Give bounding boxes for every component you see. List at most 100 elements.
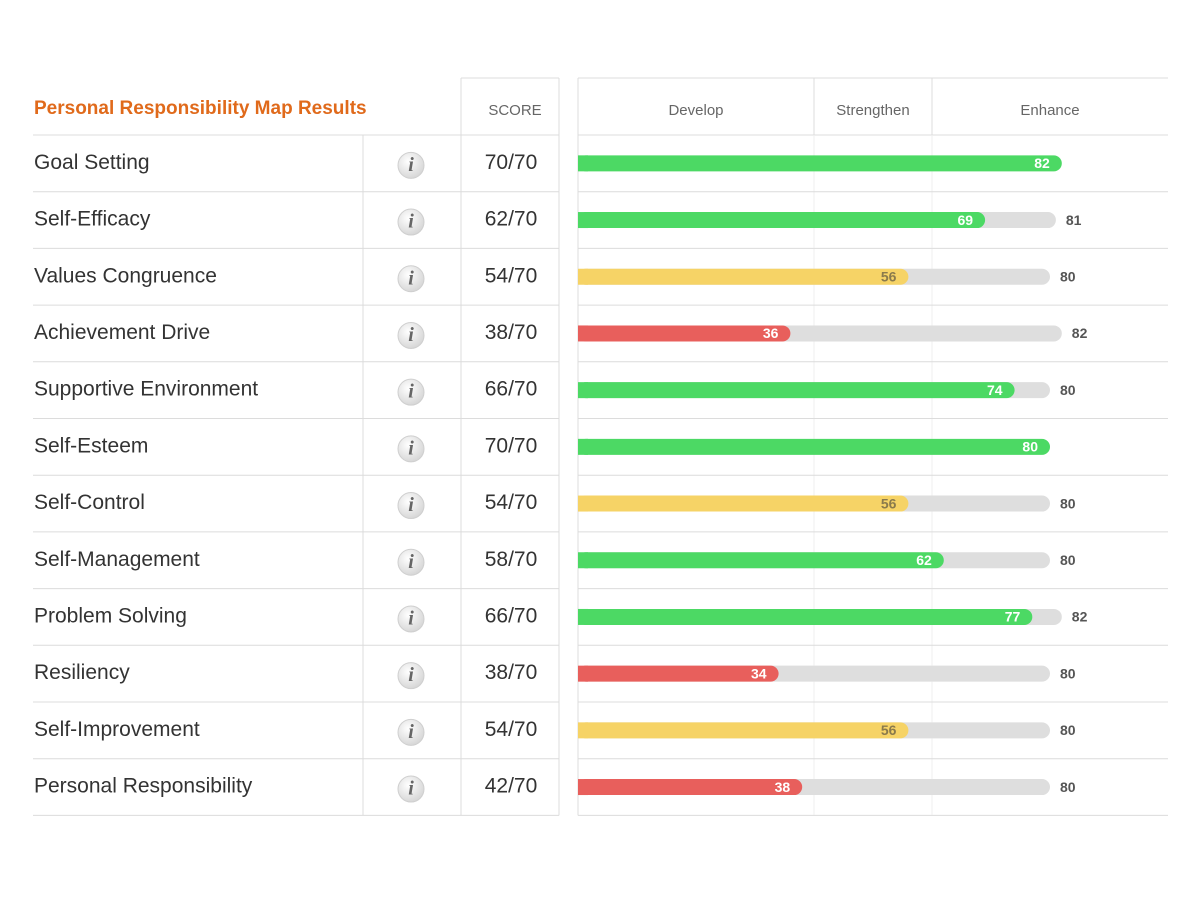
score: 54/70: [485, 491, 538, 514]
bar: [578, 212, 986, 229]
row-label: Supportive Environment: [34, 378, 258, 401]
score: 38/70: [485, 661, 538, 684]
row-label: Personal Responsibility: [34, 775, 253, 798]
score: 66/70: [485, 378, 538, 401]
row-label: Achievement Drive: [34, 321, 210, 344]
bar-left-square: [578, 155, 588, 172]
row-label: Self-Efficacy: [34, 208, 151, 231]
score: 70/70: [485, 434, 538, 457]
bar-left-square: [578, 268, 588, 285]
max-label: 81: [1066, 212, 1082, 228]
info-icon: i: [408, 721, 414, 743]
bar-left-square: [578, 665, 588, 682]
score: 54/70: [485, 718, 538, 741]
row-label: Goal Setting: [34, 151, 150, 174]
bar: [578, 382, 1015, 399]
info-button[interactable]: [397, 321, 425, 349]
info-button[interactable]: [397, 718, 425, 746]
bar: [578, 495, 909, 512]
info-icon: i: [408, 551, 414, 573]
value-label: 56: [881, 722, 897, 738]
max-label: 80: [1060, 552, 1076, 568]
value-label: 80: [1022, 439, 1038, 455]
info-icon: i: [408, 267, 414, 289]
max-label: 82: [1072, 609, 1088, 625]
info-icon: i: [408, 778, 414, 800]
bar: [578, 552, 944, 569]
value-label: 38: [775, 779, 791, 795]
info-button[interactable]: [397, 775, 425, 803]
row-label: Resiliency: [34, 661, 130, 684]
bar-left-square: [578, 779, 588, 796]
score-header: SCORE: [488, 102, 541, 119]
info-icon: i: [408, 437, 414, 459]
max-label: 80: [1060, 382, 1076, 398]
score: 70/70: [485, 151, 538, 174]
zone-label: Enhance: [1020, 102, 1079, 119]
bar-left-square: [578, 722, 588, 739]
score: 58/70: [485, 548, 538, 571]
row-label: Self-Improvement: [34, 718, 200, 741]
row-label: Self-Control: [34, 491, 145, 514]
info-icon: i: [408, 324, 414, 346]
row-label: Problem Solving: [34, 604, 187, 627]
bar: [578, 608, 1033, 625]
value-label: 69: [958, 212, 974, 228]
value-label: 77: [1005, 609, 1021, 625]
score: 62/70: [485, 208, 538, 231]
value-label: 74: [987, 382, 1003, 398]
zone-label: Develop: [668, 102, 723, 119]
bar-left-square: [578, 382, 588, 399]
max-label: 80: [1060, 665, 1076, 681]
bar-left-square: [578, 608, 588, 625]
value-label: 56: [881, 495, 897, 511]
bar-left-square: [578, 212, 588, 229]
info-button[interactable]: [397, 435, 425, 463]
info-button[interactable]: [397, 662, 425, 690]
score: 42/70: [485, 775, 538, 798]
info-icon: i: [408, 494, 414, 516]
bar: [578, 155, 1062, 172]
value-label: 82: [1034, 155, 1050, 171]
info-button[interactable]: [397, 548, 425, 576]
bar: [578, 779, 803, 796]
row-label: Self-Esteem: [34, 434, 148, 457]
info-icon: i: [408, 664, 414, 686]
value-label: 62: [916, 552, 932, 568]
info-button[interactable]: [397, 605, 425, 633]
value-label: 36: [763, 325, 779, 341]
info-icon: i: [408, 154, 414, 176]
info-icon: i: [408, 381, 414, 403]
bar: [578, 325, 791, 342]
max-label: 80: [1060, 268, 1076, 284]
bar-left-square: [578, 495, 588, 512]
bar: [578, 722, 909, 739]
score: 54/70: [485, 264, 538, 287]
score: 66/70: [485, 604, 538, 627]
zone-label: Strengthen: [836, 102, 909, 119]
info-icon: i: [408, 211, 414, 233]
title: Personal Responsibility Map Results: [34, 98, 367, 119]
info-button[interactable]: [397, 151, 425, 179]
info-button[interactable]: [397, 208, 425, 236]
value-label: 56: [881, 268, 897, 284]
row-label: Values Congruence: [34, 264, 217, 287]
info-button[interactable]: [397, 492, 425, 520]
bar: [578, 438, 1050, 455]
bar: [578, 665, 779, 682]
max-label: 80: [1060, 495, 1076, 511]
bar: [578, 268, 909, 285]
value-label: 34: [751, 665, 767, 681]
row-label: Self-Management: [34, 548, 200, 571]
bar-left-square: [578, 552, 588, 569]
max-label: 80: [1060, 722, 1076, 738]
info-button[interactable]: [397, 378, 425, 406]
bar-left-square: [578, 438, 588, 455]
bar-left-square: [578, 325, 588, 342]
info-icon: i: [408, 608, 414, 630]
score: 38/70: [485, 321, 538, 344]
max-label: 82: [1072, 325, 1088, 341]
info-button[interactable]: [397, 265, 425, 293]
max-label: 80: [1060, 779, 1076, 795]
